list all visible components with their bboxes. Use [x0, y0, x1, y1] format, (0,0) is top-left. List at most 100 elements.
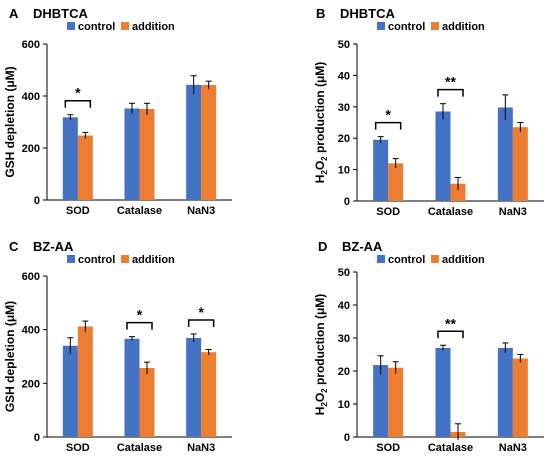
x-tick-label: Catalase	[117, 442, 162, 454]
significance-bracket	[187, 319, 215, 327]
significance-bracket	[437, 88, 464, 97]
y-tick-label: 10	[338, 165, 350, 177]
bar-control-sod	[373, 365, 389, 437]
y-axis-label: GSH depletion (μM)	[3, 66, 17, 177]
significance-label: *	[198, 304, 204, 320]
y-tick-label: 200	[22, 378, 40, 390]
bar-control-catalase	[124, 338, 140, 437]
y-tick-label: 40	[338, 70, 350, 82]
bar-control-nan3	[186, 337, 202, 437]
y-tick-label: 600	[22, 271, 40, 283]
x-tick-label: Catalase	[428, 442, 473, 454]
y-tick-label: 400	[22, 325, 40, 337]
y-tick-label: 400	[22, 91, 40, 103]
legend-swatch-control	[67, 22, 75, 30]
legend: control addition	[67, 21, 175, 33]
y-axis-label: GSH depletion (μM)	[3, 301, 17, 412]
legend-swatch-control	[67, 255, 75, 263]
bar-addition-catalase	[139, 368, 155, 437]
legend-label-addition: addition	[132, 254, 175, 266]
legend-swatch-addition	[431, 255, 439, 263]
y-tick-label: 50	[338, 267, 350, 279]
y-tick-label: 0	[344, 196, 350, 208]
chart-title: DHBTCA	[340, 6, 395, 21]
legend-label-control: control	[78, 21, 115, 33]
bar-addition-nan3	[201, 85, 217, 200]
bar-control-catalase	[435, 111, 451, 201]
y-tick-label: 30	[338, 333, 350, 345]
legend-swatch-addition	[121, 255, 129, 263]
legend-label-addition: addition	[442, 254, 485, 266]
chart-title: DHBTCA	[33, 6, 88, 21]
bar-addition-sod	[77, 135, 93, 200]
legend-label-control: control	[388, 254, 425, 266]
bar-addition-nan3	[512, 127, 528, 201]
x-tick-label: NaN3	[499, 442, 527, 454]
legend: control addition	[67, 254, 175, 266]
y-tick-label: 40	[338, 300, 350, 312]
x-tick-label: NaN3	[187, 205, 215, 217]
x-tick-label: SOD	[376, 206, 400, 218]
legend-label-addition: addition	[132, 21, 175, 33]
significance-label: **	[445, 315, 456, 331]
y-tick-label: 600	[22, 39, 40, 51]
legend-swatch-addition	[121, 22, 129, 30]
bar-control-nan3	[186, 84, 202, 200]
x-tick-label: Catalase	[428, 206, 473, 218]
y-tick-label: 0	[34, 432, 40, 444]
y-axis-label: H2O2 production (μM)	[313, 294, 329, 416]
y-tick-label: 20	[338, 366, 350, 378]
chart-panel-d: D BZ-AA control addition 0 10 20 30 40 50 H2O2 pro…	[313, 239, 544, 454]
x-tick-label: NaN3	[499, 206, 527, 218]
y-tick-label: 10	[338, 399, 350, 411]
bar-addition-sod	[388, 367, 404, 437]
significance-bracket	[64, 99, 92, 108]
panel-letter: D	[318, 239, 327, 254]
panel-letter: A	[9, 6, 19, 21]
y-tick-label: 20	[338, 133, 350, 145]
x-tick-label: Catalase	[117, 205, 162, 217]
y-axis-label: H2O2 production (μM)	[313, 62, 329, 184]
legend: control addition	[377, 254, 485, 266]
bar-control-sod	[62, 345, 78, 437]
significance-bracket	[374, 121, 402, 130]
legend-label-control: control	[78, 254, 115, 266]
bar-control-nan3	[497, 107, 513, 201]
x-tick-label: NaN3	[187, 442, 215, 454]
significance-label: *	[75, 85, 81, 101]
bar-control-catalase	[124, 108, 140, 200]
y-tick-label: 0	[34, 195, 40, 207]
panel-letter: B	[316, 6, 325, 21]
bar-control-sod	[373, 139, 389, 201]
chart-title: BZ-AA	[342, 239, 383, 254]
legend-swatch-control	[377, 22, 385, 30]
chart-panel-c: C BZ-AA control addition 0 200 400 600 GSH deple…	[3, 239, 232, 454]
bar-addition-sod	[77, 326, 93, 437]
x-tick-label: SOD	[66, 442, 90, 454]
significance-bracket	[126, 321, 153, 330]
significance-label: **	[445, 74, 456, 90]
x-tick-label: SOD	[66, 205, 90, 217]
x-tick-label: SOD	[376, 442, 400, 454]
legend-label-control: control	[388, 21, 425, 33]
y-tick-label: 0	[344, 432, 350, 444]
bar-control-catalase	[435, 347, 451, 437]
significance-bracket	[437, 330, 464, 339]
bar-addition-nan3	[201, 352, 217, 437]
y-tick-label: 30	[338, 102, 350, 114]
bar-control-nan3	[497, 347, 513, 437]
chart-title: BZ-AA	[33, 239, 74, 254]
significance-label: *	[385, 107, 391, 123]
legend-swatch-addition	[431, 22, 439, 30]
legend-label-addition: addition	[442, 21, 485, 33]
bar-addition-catalase	[450, 183, 466, 201]
y-tick-label: 200	[22, 143, 40, 155]
legend: control addition	[377, 21, 485, 33]
bar-control-sod	[62, 117, 78, 200]
bar-addition-catalase	[139, 109, 155, 200]
y-tick-label: 50	[338, 39, 350, 51]
legend-swatch-control	[377, 255, 385, 263]
